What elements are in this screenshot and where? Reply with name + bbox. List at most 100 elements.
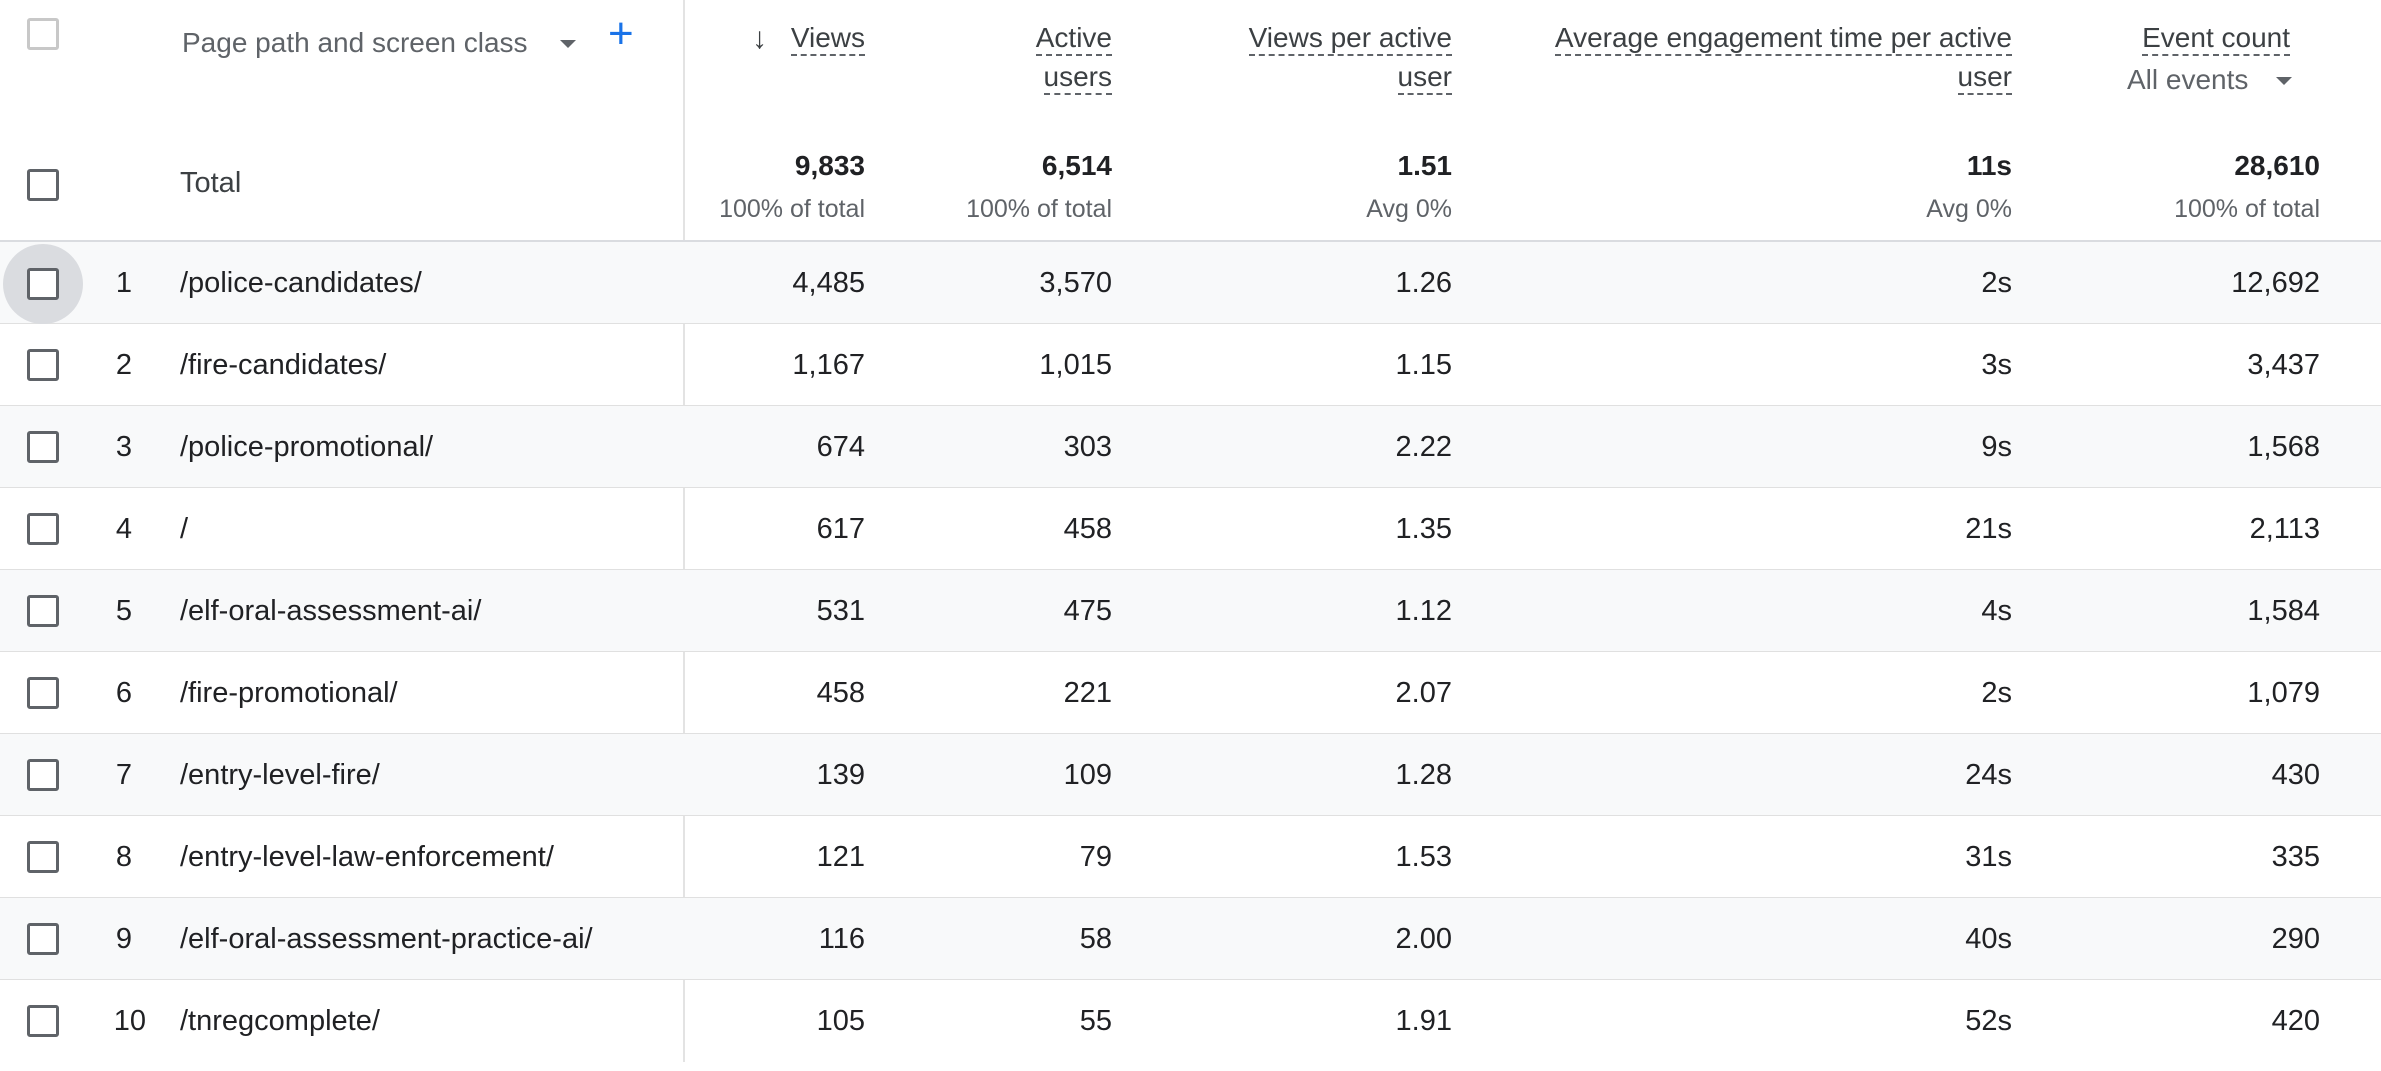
avg-engagement-cell: 3s	[1981, 349, 2012, 381]
views-per-user-cell: 1.53	[1395, 841, 1452, 873]
select-all-checkbox[interactable]	[27, 18, 59, 50]
sort-descending-icon[interactable]: ↓	[752, 22, 767, 55]
row-checkbox[interactable]	[27, 841, 59, 873]
event-count-cell: 2,113	[2249, 513, 2320, 545]
views-cell: 1,167	[792, 349, 865, 381]
table-row[interactable]: 1 /police-candidates/ 4,485 3,570 1.26 2…	[0, 242, 2381, 324]
totals-label: Total	[180, 167, 242, 199]
row-checkbox[interactable]	[27, 923, 59, 955]
total-avg-engagement-note: Avg 0%	[1926, 195, 2012, 223]
column-divider	[683, 0, 685, 1062]
views-per-user-cell: 1.35	[1395, 513, 1452, 545]
active-users-cell: 475	[1063, 595, 1112, 627]
views-per-user-cell: 1.15	[1395, 349, 1452, 381]
table-row[interactable]: 9 /elf-oral-assessment-practice-ai/ 116 …	[0, 898, 2381, 980]
views-cell: 458	[816, 677, 865, 709]
dimension-selector-label[interactable]: Page path and screen class	[182, 27, 528, 58]
row-checkbox[interactable]	[27, 431, 59, 463]
page-path[interactable]: /police-promotional/	[180, 431, 434, 463]
event-count-cell: 1,079	[2247, 677, 2320, 709]
avg-engagement-cell: 4s	[1981, 595, 2012, 627]
views-cell: 105	[816, 1005, 865, 1037]
views-per-user-cell: 1.26	[1395, 267, 1452, 299]
column-header-active-users[interactable]: Active users	[900, 18, 1112, 96]
row-checkbox[interactable]	[27, 595, 59, 627]
row-checkbox[interactable]	[27, 1005, 59, 1037]
views-cell: 139	[816, 759, 865, 791]
views-per-user-cell: 2.00	[1395, 923, 1452, 955]
active-users-cell: 109	[1063, 759, 1112, 791]
page-path[interactable]: /tnregcomplete/	[180, 1005, 380, 1037]
totals-checkbox[interactable]	[27, 169, 59, 201]
page-path[interactable]: /fire-candidates/	[180, 349, 387, 381]
page-path[interactable]: /	[180, 513, 189, 545]
row-index: 8	[115, 841, 132, 873]
views-per-user-cell: 2.07	[1395, 677, 1452, 709]
table-row[interactable]: 5 /elf-oral-assessment-ai/ 531 475 1.12 …	[0, 570, 2381, 652]
active-users-cell: 3,570	[1039, 267, 1112, 299]
row-index: 2	[115, 349, 132, 381]
column-header-avg-engagement[interactable]: Average engagement time per active user	[1500, 18, 2012, 96]
views-per-user-cell: 1.12	[1395, 595, 1452, 627]
event-count-cell: 1,568	[2247, 431, 2320, 463]
add-dimension-button[interactable]: +	[608, 9, 634, 58]
page-path[interactable]: /elf-oral-assessment-practice-ai/	[180, 923, 593, 955]
active-users-cell: 458	[1063, 513, 1112, 545]
row-checkbox[interactable]	[27, 677, 59, 709]
total-views-per-user: 1.51	[1397, 150, 1453, 181]
column-header-event-count[interactable]: Event count	[2050, 18, 2290, 57]
row-index: 1	[115, 267, 132, 299]
row-index: 3	[115, 431, 132, 463]
table-row[interactable]: 4 / 617 458 1.35 21s 2,113	[0, 488, 2381, 570]
row-index: 6	[115, 677, 132, 709]
event-count-cell: 430	[2271, 759, 2320, 791]
page-path[interactable]: /entry-level-fire/	[180, 759, 380, 791]
row-index: 4	[115, 513, 132, 545]
avg-engagement-cell: 21s	[1965, 513, 2012, 545]
event-count-cell: 335	[2271, 841, 2320, 873]
page-path[interactable]: /police-candidates/	[180, 267, 422, 299]
row-checkbox[interactable]	[27, 349, 59, 381]
event-count-cell: 12,692	[2231, 267, 2320, 299]
active-users-cell: 1,015	[1039, 349, 1112, 381]
active-users-cell: 58	[1079, 923, 1112, 955]
event-filter-select[interactable]: All events	[2127, 64, 2249, 95]
active-users-cell: 303	[1063, 431, 1112, 463]
table-row[interactable]: 3 /police-promotional/ 674 303 2.22 9s 1…	[0, 406, 2381, 488]
total-active-users-pct: 100% of total	[966, 195, 1112, 223]
page-path[interactable]: /entry-level-law-enforcement/	[180, 841, 554, 873]
event-filter-dropdown-icon[interactable]	[2276, 77, 2292, 85]
row-1-checkbox-hovered[interactable]	[27, 268, 59, 300]
table-row[interactable]: 2 /fire-candidates/ 1,167 1,015 1.15 3s …	[0, 324, 2381, 406]
page-path[interactable]: /fire-promotional/	[180, 677, 398, 709]
active-users-cell: 221	[1063, 677, 1112, 709]
dimension-dropdown-icon[interactable]	[560, 40, 576, 48]
avg-engagement-cell: 2s	[1981, 267, 2012, 299]
avg-engagement-cell: 52s	[1965, 1005, 2012, 1037]
avg-engagement-cell: 24s	[1965, 759, 2012, 791]
views-per-user-cell: 2.22	[1395, 431, 1452, 463]
table-row[interactable]: 10 /tnregcomplete/ 105 55 1.91 52s 420	[0, 980, 2381, 1062]
table-body: 1 /police-candidates/ 4,485 3,570 1.26 2…	[0, 242, 2381, 1062]
avg-engagement-cell: 40s	[1965, 923, 2012, 955]
total-event-count: 28,610	[2234, 150, 2320, 181]
views-per-user-cell: 1.91	[1395, 1005, 1452, 1037]
column-header-views[interactable]: Views	[700, 18, 865, 57]
row-checkbox[interactable]	[27, 759, 59, 791]
page-path[interactable]: /elf-oral-assessment-ai/	[180, 595, 482, 627]
row-checkbox[interactable]	[27, 513, 59, 545]
avg-engagement-cell: 9s	[1981, 431, 2012, 463]
table-row[interactable]: 7 /entry-level-fire/ 139 109 1.28 24s 43…	[0, 734, 2381, 816]
avg-engagement-cell: 2s	[1981, 677, 2012, 709]
views-cell: 121	[816, 841, 865, 873]
totals-row	[0, 130, 2381, 242]
table-row[interactable]: 6 /fire-promotional/ 458 221 2.07 2s 1,0…	[0, 652, 2381, 734]
column-header-views-per-user[interactable]: Views per active user	[1150, 18, 1452, 96]
views-cell: 116	[818, 923, 865, 955]
event-count-cell: 420	[2271, 1005, 2320, 1037]
total-views-pct: 100% of total	[719, 195, 865, 223]
active-users-cell: 79	[1079, 841, 1112, 873]
event-count-cell: 1,584	[2247, 595, 2320, 627]
table-row[interactable]: 8 /entry-level-law-enforcement/ 121 79 1…	[0, 816, 2381, 898]
